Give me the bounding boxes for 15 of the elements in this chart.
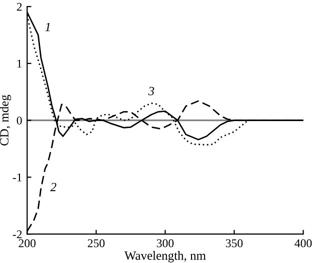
y-tick-label: -1	[12, 174, 22, 182]
x-tick-label: 400	[294, 239, 312, 248]
y-axis-title: CD, mdeg	[0, 94, 12, 146]
x-axis-title: Wavelength, nm	[124, 251, 206, 262]
series-label: 1	[45, 22, 50, 32]
y-tick-label: 2	[16, 2, 22, 11]
x-tick-label: 250	[88, 239, 105, 248]
y-tick-label: 1	[17, 60, 22, 68]
series-label: 3	[148, 86, 154, 96]
series-label: 2	[50, 182, 56, 192]
x-tick-label: 350	[226, 239, 243, 248]
y-tick-label: -2	[12, 230, 22, 238]
y-tick-label: 0	[16, 116, 22, 125]
x-tick-label: 300	[156, 239, 174, 248]
x-tick-label: 200	[18, 239, 36, 248]
